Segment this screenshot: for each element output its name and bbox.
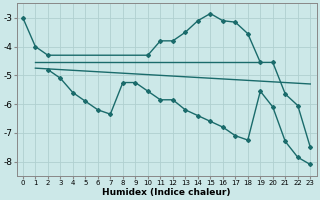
X-axis label: Humidex (Indice chaleur): Humidex (Indice chaleur) [102, 188, 231, 197]
